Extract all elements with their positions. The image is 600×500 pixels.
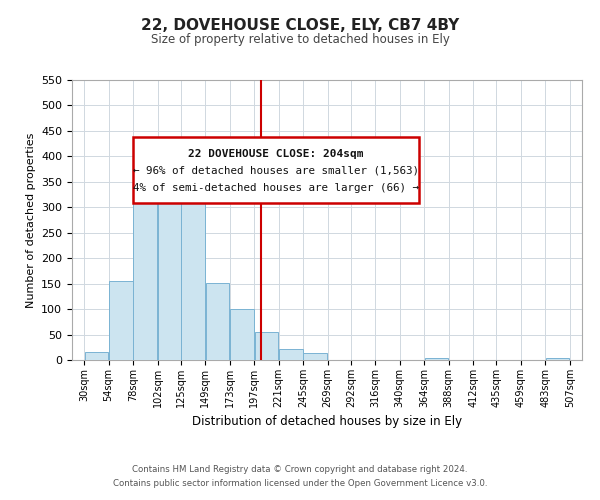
Bar	[158, 146, 181, 360]
Bar	[133, 166, 157, 360]
Text: 22 DOVEHOUSE CLOSE: 204sqm: 22 DOVEHOUSE CLOSE: 204sqm	[188, 148, 364, 158]
Text: Contains HM Land Registry data © Crown copyright and database right 2024.
Contai: Contains HM Land Registry data © Crown c…	[113, 466, 487, 487]
Text: 4% of semi-detached houses are larger (66) →: 4% of semi-detached houses are larger (6…	[133, 183, 419, 193]
Bar	[206, 282, 229, 360]
Text: Size of property relative to detached houses in Ely: Size of property relative to detached ho…	[151, 34, 449, 46]
Text: ← 96% of detached houses are smaller (1,563): ← 96% of detached houses are smaller (1,…	[133, 166, 419, 175]
Bar	[254, 332, 278, 360]
FancyBboxPatch shape	[133, 138, 419, 203]
Bar	[425, 358, 448, 360]
X-axis label: Distribution of detached houses by size in Ely: Distribution of detached houses by size …	[192, 416, 462, 428]
Bar	[85, 352, 108, 360]
Bar	[279, 349, 302, 360]
Text: 22, DOVEHOUSE CLOSE, ELY, CB7 4BY: 22, DOVEHOUSE CLOSE, ELY, CB7 4BY	[141, 18, 459, 32]
Bar	[181, 196, 205, 360]
Y-axis label: Number of detached properties: Number of detached properties	[26, 132, 35, 308]
Bar	[109, 281, 133, 360]
Bar	[546, 358, 569, 360]
Bar	[230, 309, 254, 360]
Bar	[304, 354, 327, 360]
